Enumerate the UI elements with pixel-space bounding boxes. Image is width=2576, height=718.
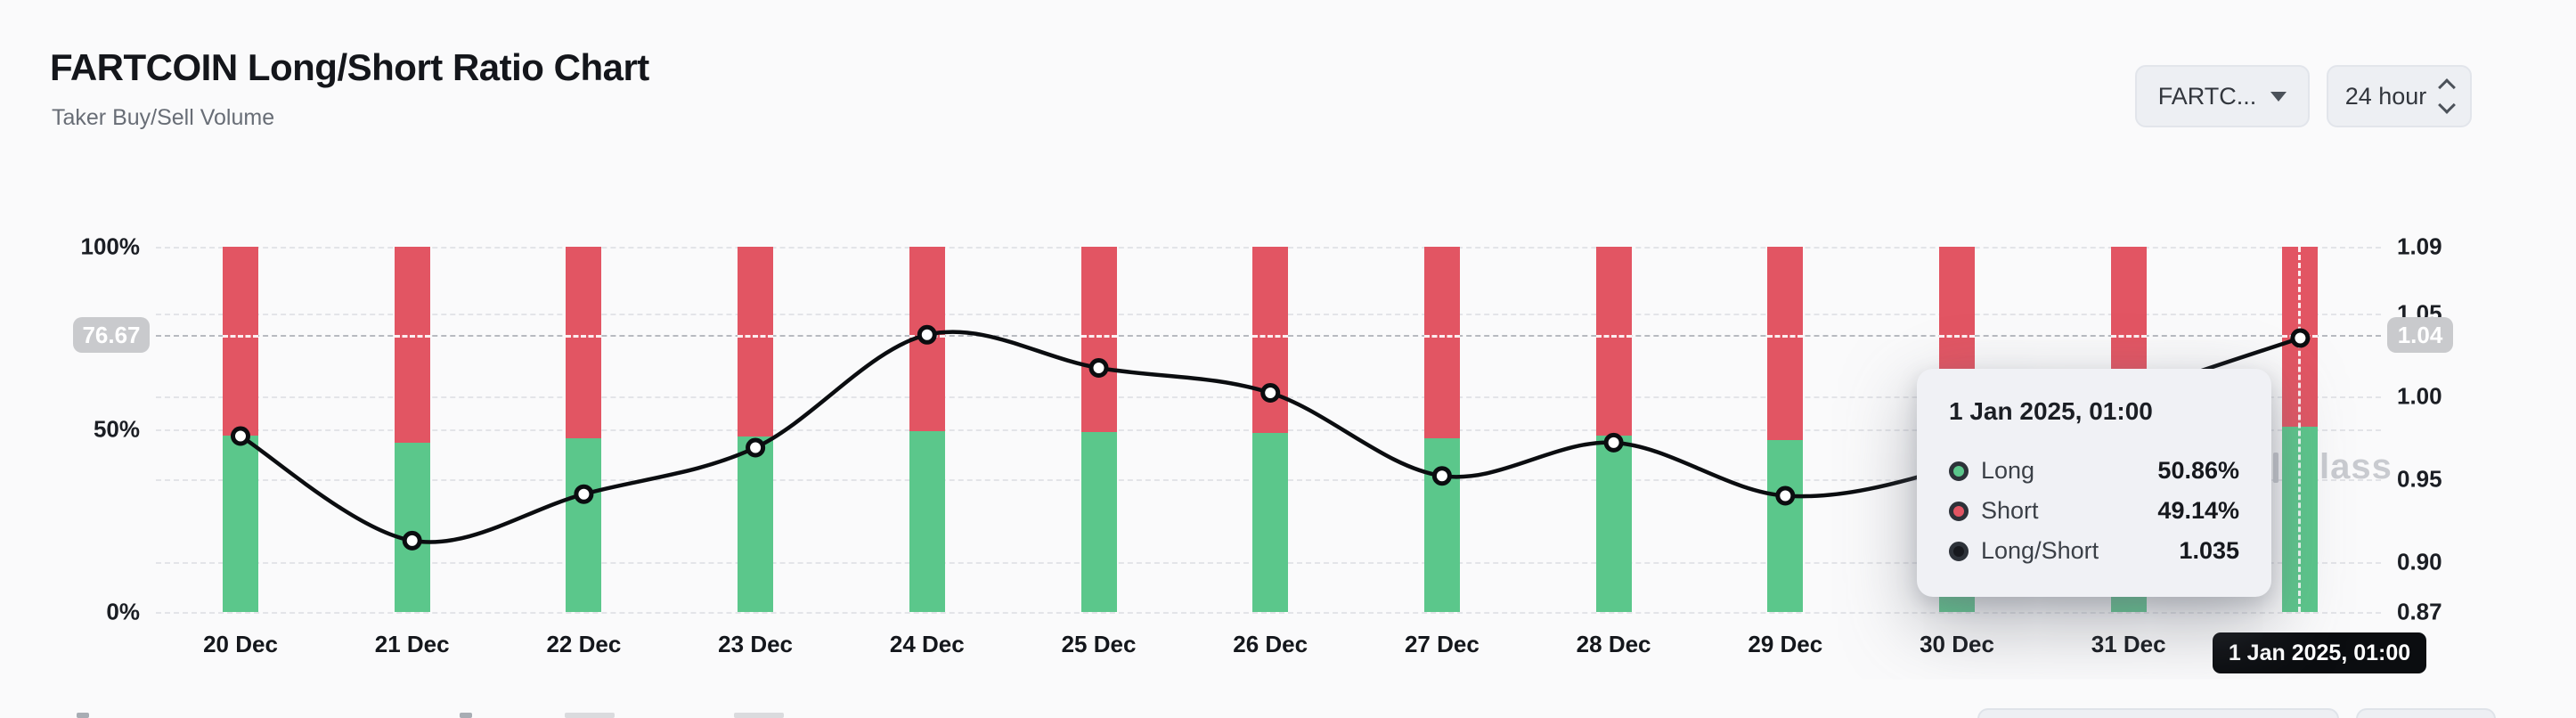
short-series-dot-icon	[1949, 501, 1969, 521]
crosshair-right-axis-label: 1.04	[2387, 317, 2453, 353]
x-tick-label: 21 Dec	[374, 631, 450, 657]
tooltip-ratio-value: 1.035	[2179, 537, 2239, 564]
chart-tooltip: 1 Jan 2025, 01:00 Long 50.86% Short 49.1…	[1917, 369, 2271, 597]
next-section-dropdown-peek[interactable]	[1977, 708, 2339, 718]
bar-group[interactable]	[1767, 247, 1804, 612]
tooltip-long-label: Long	[1981, 457, 2035, 484]
y-tick-label-left: 0%	[106, 598, 140, 625]
crosshair-horizontal-line	[909, 335, 945, 338]
watermark-fragment-sliver	[2273, 453, 2278, 483]
tooltip-row-short: Short 49.14%	[1949, 491, 2239, 531]
tooltip-row-ratio: Long/Short 1.035	[1949, 531, 2239, 571]
crosshair-horizontal-line	[738, 335, 774, 338]
tooltip-row-long: Long 50.86%	[1949, 451, 2239, 491]
long-bar-segment	[223, 436, 258, 612]
x-tick-label: 20 Dec	[203, 631, 278, 657]
y-tick-label-right: 0.87	[2397, 598, 2442, 625]
x-tick-label: 31 Dec	[2091, 631, 2166, 657]
bar-group[interactable]	[909, 247, 945, 612]
next-section-text-peek	[460, 713, 472, 718]
long-bar-segment	[1080, 431, 1117, 612]
next-section-text-peek	[565, 713, 615, 718]
long-bar-segment	[566, 438, 602, 612]
bar-group[interactable]	[1595, 247, 1632, 612]
short-bar-segment	[1080, 247, 1117, 432]
crosshair-date-label: 1 Jan 2025, 01:00	[2213, 632, 2426, 673]
tooltip-title: 1 Jan 2025, 01:00	[1949, 397, 2153, 425]
y-tick-label-right: 1.09	[2397, 233, 2442, 260]
next-section-text-peek	[77, 713, 89, 718]
crosshair-horizontal-line	[2110, 335, 2147, 338]
symbol-dropdown-label: FARTC...	[2157, 82, 2257, 110]
crosshair-vertical-line	[2298, 247, 2302, 612]
y-tick-label-left: 50%	[93, 415, 140, 443]
bar-group[interactable]	[223, 247, 258, 612]
x-tick-label: 22 Dec	[546, 631, 622, 657]
x-tick-label: 27 Dec	[1404, 631, 1480, 657]
bar-group[interactable]	[394, 247, 430, 612]
y-tick-label-right: 0.90	[2397, 548, 2442, 575]
long-series-dot-icon	[1949, 461, 1969, 481]
bar-group[interactable]	[738, 247, 774, 612]
short-bar-segment	[909, 247, 945, 432]
crosshair-horizontal-line	[566, 335, 602, 338]
bar-group[interactable]	[1080, 247, 1117, 612]
tooltip-ratio-label: Long/Short	[1981, 537, 2099, 564]
interval-dropdown-label: 24 hour	[2344, 82, 2427, 110]
long-bar-segment	[738, 437, 774, 612]
long-bar-segment	[909, 431, 945, 612]
y-tick-label-right: 1.00	[2397, 382, 2442, 410]
tooltip-long-value: 50.86%	[2157, 457, 2239, 484]
x-tick-label: 29 Dec	[1748, 631, 1823, 657]
page-subtitle: Taker Buy/Sell Volume	[52, 105, 275, 130]
long-bar-segment	[1595, 436, 1632, 612]
bar-group[interactable]	[2282, 247, 2319, 612]
x-tick-label: 30 Dec	[1920, 631, 1994, 657]
crosshair-horizontal-line	[1423, 335, 1460, 338]
crosshair-horizontal-line	[394, 335, 430, 338]
symbol-dropdown[interactable]: FARTC...	[2135, 65, 2310, 127]
long-bar-segment	[1767, 439, 1804, 612]
x-tick-label: 28 Dec	[1576, 631, 1651, 657]
short-bar-segment	[1595, 247, 1632, 436]
short-bar-segment	[738, 247, 774, 437]
crosshair-horizontal-line	[223, 335, 258, 338]
next-section-dropdown-peek[interactable]	[2356, 708, 2496, 718]
crosshair-horizontal-line	[1767, 335, 1804, 338]
chevron-down-icon	[2270, 91, 2287, 102]
bar-group[interactable]	[566, 247, 602, 612]
x-tick-label: 26 Dec	[1233, 631, 1308, 657]
ratio-series-dot-icon	[1949, 541, 1969, 561]
crosshair-horizontal-line	[1252, 335, 1289, 338]
crosshair-horizontal-line	[1595, 335, 1632, 338]
long-bar-segment	[1252, 433, 1289, 612]
x-tick-label: 24 Dec	[889, 631, 965, 657]
tooltip-short-label: Short	[1981, 497, 2039, 524]
crosshair-horizontal-line	[1939, 335, 1975, 338]
short-bar-segment	[1423, 247, 1460, 438]
y-tick-label-right: 0.95	[2397, 465, 2442, 493]
crosshair-horizontal-line	[1080, 335, 1117, 338]
interval-dropdown[interactable]: 24 hour	[2327, 65, 2472, 127]
up-down-chevrons-icon	[2438, 78, 2457, 114]
x-tick-label: 25 Dec	[1061, 631, 1137, 657]
long-bar-segment	[394, 443, 430, 612]
tooltip-short-value: 49.14%	[2157, 497, 2239, 524]
watermark-text-fragment: lass	[2319, 447, 2393, 486]
bar-group[interactable]	[1252, 247, 1289, 612]
grid-line	[156, 612, 2381, 614]
long-bar-segment	[1423, 437, 1460, 612]
short-bar-segment	[394, 247, 430, 444]
short-bar-segment	[566, 247, 602, 439]
short-bar-segment	[223, 247, 258, 436]
crosshair-left-axis-label: 76.67	[73, 317, 150, 353]
page-title: FARTCOIN Long/Short Ratio Chart	[50, 46, 649, 88]
short-bar-segment	[1252, 247, 1289, 434]
bar-group[interactable]	[1423, 247, 1460, 612]
y-tick-label-left: 100%	[80, 233, 141, 260]
short-bar-segment	[1767, 247, 1804, 440]
x-tick-label: 23 Dec	[718, 631, 794, 657]
next-section-text-peek	[734, 713, 784, 718]
